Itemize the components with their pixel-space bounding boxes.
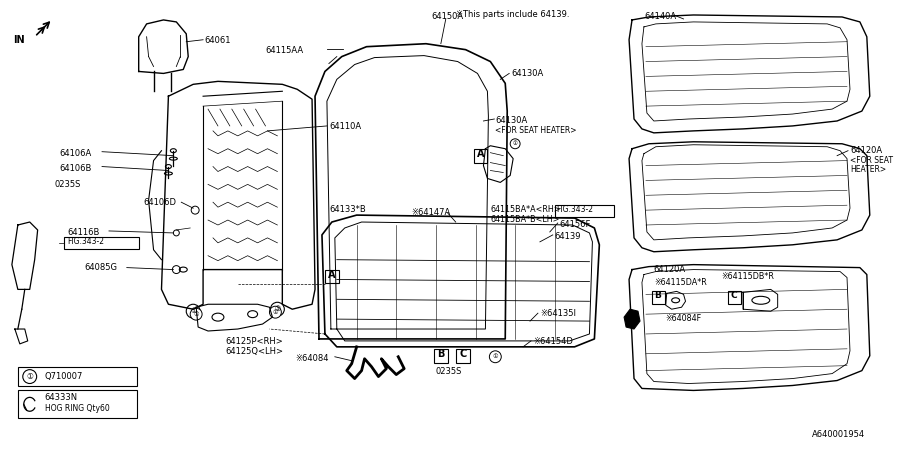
Circle shape — [190, 308, 203, 320]
Bar — [554, 205, 614, 217]
Text: 64125Q<LH>: 64125Q<LH> — [226, 347, 284, 356]
Text: 64130A: 64130A — [495, 116, 527, 125]
Text: 64085G: 64085G — [85, 263, 117, 272]
Text: ①: ① — [274, 306, 281, 312]
Text: B: B — [654, 291, 662, 300]
Bar — [18, 367, 137, 387]
Text: HEATER>: HEATER> — [850, 165, 886, 174]
Bar — [18, 391, 137, 418]
Bar — [434, 349, 448, 363]
Circle shape — [490, 351, 501, 363]
Text: 64106A: 64106A — [59, 148, 92, 157]
Text: ※64147A: ※64147A — [411, 208, 450, 217]
Text: 64133*B: 64133*B — [328, 205, 365, 214]
Text: 64110A: 64110A — [328, 122, 361, 131]
Text: ※This parts include 64139.: ※This parts include 64139. — [455, 10, 569, 19]
Text: 64125P<RH>: 64125P<RH> — [226, 337, 284, 346]
Text: A: A — [328, 270, 336, 279]
Text: ※64115DB*R: ※64115DB*R — [721, 271, 774, 280]
Text: 64115AA: 64115AA — [266, 46, 303, 55]
Bar — [728, 291, 741, 304]
Text: 64156F: 64156F — [560, 220, 591, 229]
Text: ※64084F: ※64084F — [666, 314, 702, 323]
Text: 64140A: 64140A — [644, 12, 676, 21]
Polygon shape — [624, 309, 640, 329]
Text: 64120A: 64120A — [653, 265, 686, 274]
Circle shape — [270, 302, 284, 316]
Text: HOG RING Qty60: HOG RING Qty60 — [45, 404, 109, 413]
Text: ※64135I: ※64135I — [540, 309, 576, 318]
Text: 64139: 64139 — [554, 232, 581, 241]
Text: ①: ① — [194, 312, 199, 317]
Circle shape — [174, 230, 179, 236]
Text: Q710007: Q710007 — [45, 372, 83, 381]
Bar — [325, 270, 338, 284]
Text: <FOR SEAT HEATER>: <FOR SEAT HEATER> — [495, 126, 577, 135]
Circle shape — [510, 139, 520, 148]
Text: 0235S: 0235S — [436, 367, 463, 376]
Circle shape — [22, 369, 37, 383]
Text: 64120A: 64120A — [850, 146, 882, 155]
Text: ①: ① — [513, 141, 518, 146]
Bar — [65, 237, 139, 249]
Text: 64061: 64061 — [204, 36, 230, 45]
Text: ①: ① — [273, 310, 278, 315]
Bar — [652, 291, 665, 304]
Text: <FOR SEAT: <FOR SEAT — [850, 156, 893, 165]
Text: B: B — [437, 349, 445, 359]
Text: 64106D: 64106D — [144, 198, 176, 207]
Text: C: C — [459, 349, 466, 359]
Text: FIG.343-2: FIG.343-2 — [557, 205, 594, 214]
Text: ①: ① — [26, 372, 33, 381]
Text: A: A — [477, 148, 484, 159]
Text: 64333N: 64333N — [45, 393, 77, 402]
Circle shape — [269, 306, 282, 318]
Text: 64130A: 64130A — [511, 69, 544, 78]
Text: ※64115DA*R: ※64115DA*R — [653, 278, 706, 287]
Text: 64116B: 64116B — [68, 228, 100, 237]
Text: ①: ① — [492, 354, 498, 359]
Text: ※64154D: ※64154D — [533, 337, 572, 346]
Circle shape — [173, 266, 180, 274]
Text: FIG.343-2: FIG.343-2 — [68, 237, 104, 246]
Text: ①: ① — [190, 308, 196, 314]
Text: 64150A: 64150A — [431, 12, 464, 21]
Circle shape — [186, 304, 200, 318]
Text: 64106B: 64106B — [59, 164, 92, 173]
Bar — [473, 148, 488, 162]
Text: A640001954: A640001954 — [813, 430, 866, 439]
Text: 64115BA*B<LH>: 64115BA*B<LH> — [491, 215, 560, 224]
Text: ※64084: ※64084 — [295, 354, 328, 363]
Circle shape — [191, 206, 199, 214]
Text: C: C — [731, 291, 737, 300]
Text: IN: IN — [13, 35, 24, 45]
Text: 0235S: 0235S — [55, 180, 81, 189]
Bar — [455, 349, 470, 363]
Text: 64115BA*A<RH>: 64115BA*A<RH> — [491, 205, 561, 214]
